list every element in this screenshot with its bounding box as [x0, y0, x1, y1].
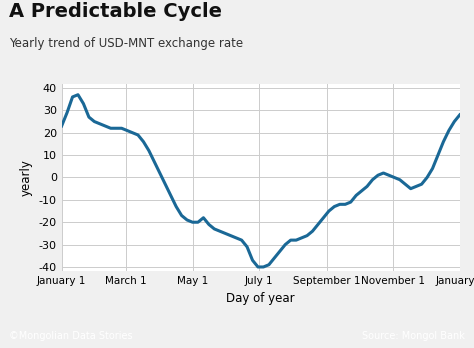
- Text: ©Mongolian Data Stories: ©Mongolian Data Stories: [9, 331, 133, 341]
- X-axis label: Day of year: Day of year: [227, 292, 295, 305]
- Text: Source: Mongol Bank: Source: Mongol Bank: [362, 331, 465, 341]
- Text: Yearly trend of USD-MNT exchange rate: Yearly trend of USD-MNT exchange rate: [9, 37, 244, 49]
- Text: A Predictable Cycle: A Predictable Cycle: [9, 2, 222, 21]
- Y-axis label: yearly: yearly: [20, 159, 33, 196]
